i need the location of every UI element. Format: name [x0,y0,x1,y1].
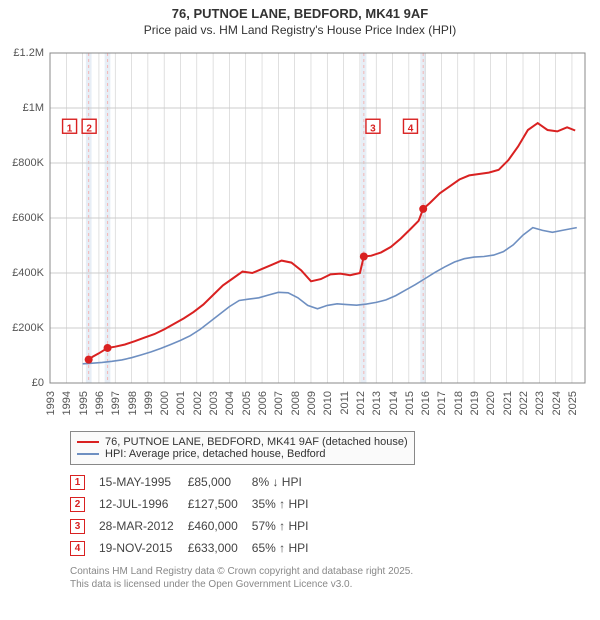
chart-container: { "title": { "line1": "76, PUTNOE LANE, … [0,0,600,597]
tx-price: £127,500 [188,493,252,515]
x-tick-label: 1993 [45,391,57,415]
tx-delta: 35% ↑ HPI [252,493,323,515]
tx-date: 28-MAR-2012 [99,515,188,537]
sale-label-num: 1 [67,123,73,134]
sale-dot-icon [104,344,112,352]
y-tick-label: £200K [12,322,44,334]
x-tick-label: 2000 [159,391,171,415]
x-tick-label: 2025 [567,391,579,415]
sale-label-num: 2 [86,123,92,134]
chart-area: 1 2 3 4 £0 £200K £400K £600K £800K £1M £1.2M 1993 19… [10,43,590,423]
legend: 76, PUTNOE LANE, BEDFORD, MK41 9AF (deta… [70,431,415,465]
sale-label-num: 4 [408,123,414,134]
y-tick-label: £800K [12,157,44,169]
y-tick-label: £400K [12,267,44,279]
tx-marker-icon: 1 [70,475,85,490]
y-tick-label: £0 [32,377,44,389]
legend-label: 76, PUTNOE LANE, BEDFORD, MK41 9AF (deta… [105,436,408,448]
tx-date: 15-MAY-1995 [99,471,188,493]
chart-svg: 1 2 3 4 [10,43,590,423]
tx-date: 19-NOV-2015 [99,537,188,559]
x-tick-label: 2020 [485,391,497,415]
x-tick-label: 2011 [339,391,351,415]
title-subtitle: Price paid vs. HM Land Registry's House … [10,23,590,37]
tx-delta: 65% ↑ HPI [252,537,323,559]
title-address: 76, PUTNOE LANE, BEDFORD, MK41 9AF [10,6,590,21]
x-tick-label: 2021 [502,391,514,415]
y-tick-label: £1M [23,102,44,114]
tx-price: £460,000 [188,515,252,537]
transactions-table: 1 15-MAY-1995£85,0008% ↓ HPI 2 12-JUL-1996£… [70,471,322,559]
sale-label-num: 3 [370,123,376,134]
x-tick-label: 2015 [404,391,416,415]
table-row: 1 15-MAY-1995£85,0008% ↓ HPI [70,471,322,493]
y-tick-label: £600K [12,212,44,224]
x-tick-label: 1995 [78,391,90,415]
x-tick-label: 2005 [241,391,253,415]
x-tick-label: 2008 [290,391,302,415]
sale-dot-icon [419,205,427,213]
x-tick-label: 2022 [518,391,530,415]
x-tick-label: 1998 [127,391,139,415]
tx-price: £85,000 [188,471,252,493]
x-tick-label: 1997 [110,391,122,415]
table-row: 3 28-MAR-2012£460,00057% ↑ HPI [70,515,322,537]
legend-label: HPI: Average price, detached house, Bedf… [105,448,326,460]
x-tick-label: 1999 [143,391,155,415]
table-row: 2 12-JUL-1996£127,50035% ↑ HPI [70,493,322,515]
legend-swatch-icon [77,453,99,455]
x-tick-label: 2001 [175,391,187,415]
x-tick-label: 2024 [551,391,563,415]
tx-delta: 8% ↓ HPI [252,471,323,493]
x-tick-label: 2003 [208,391,220,415]
legend-item-hpi: HPI: Average price, detached house, Bedf… [77,448,408,460]
tx-marker-icon: 3 [70,519,85,534]
x-tick-label: 2013 [371,391,383,415]
x-tick-label: 2004 [224,391,236,415]
x-tick-label: 2002 [192,391,204,415]
x-tick-label: 2014 [388,391,400,415]
x-tick-label: 1994 [61,391,73,415]
tx-marker-icon: 2 [70,497,85,512]
x-tick-label: 2016 [420,391,432,415]
tx-date: 12-JUL-1996 [99,493,188,515]
tx-delta: 57% ↑ HPI [252,515,323,537]
x-tick-label: 2009 [306,391,318,415]
title-block: 76, PUTNOE LANE, BEDFORD, MK41 9AF Price… [10,6,590,37]
x-tick-label: 2006 [257,391,269,415]
x-tick-label: 2019 [469,391,481,415]
sale-dot-icon [85,356,93,364]
sale-dot-icon [360,253,368,261]
legend-item-price-paid: 76, PUTNOE LANE, BEDFORD, MK41 9AF (deta… [77,436,408,448]
footer: Contains HM Land Registry data © Crown c… [70,565,590,591]
series-price_paid [89,123,576,360]
legend-swatch-icon [77,441,99,443]
footer-line: Contains HM Land Registry data © Crown c… [70,565,590,578]
x-tick-label: 1996 [94,391,106,415]
x-tick-label: 2007 [273,391,285,415]
tx-marker-icon: 4 [70,541,85,556]
table-row: 4 19-NOV-2015£633,00065% ↑ HPI [70,537,322,559]
tx-price: £633,000 [188,537,252,559]
x-tick-label: 2010 [322,391,334,415]
x-tick-label: 2017 [436,391,448,415]
x-tick-label: 2018 [453,391,465,415]
x-tick-label: 2012 [355,391,367,415]
series-hpi [83,228,577,364]
y-tick-label: £1.2M [13,47,44,59]
footer-line: This data is licensed under the Open Gov… [70,578,590,591]
x-tick-label: 2023 [534,391,546,415]
